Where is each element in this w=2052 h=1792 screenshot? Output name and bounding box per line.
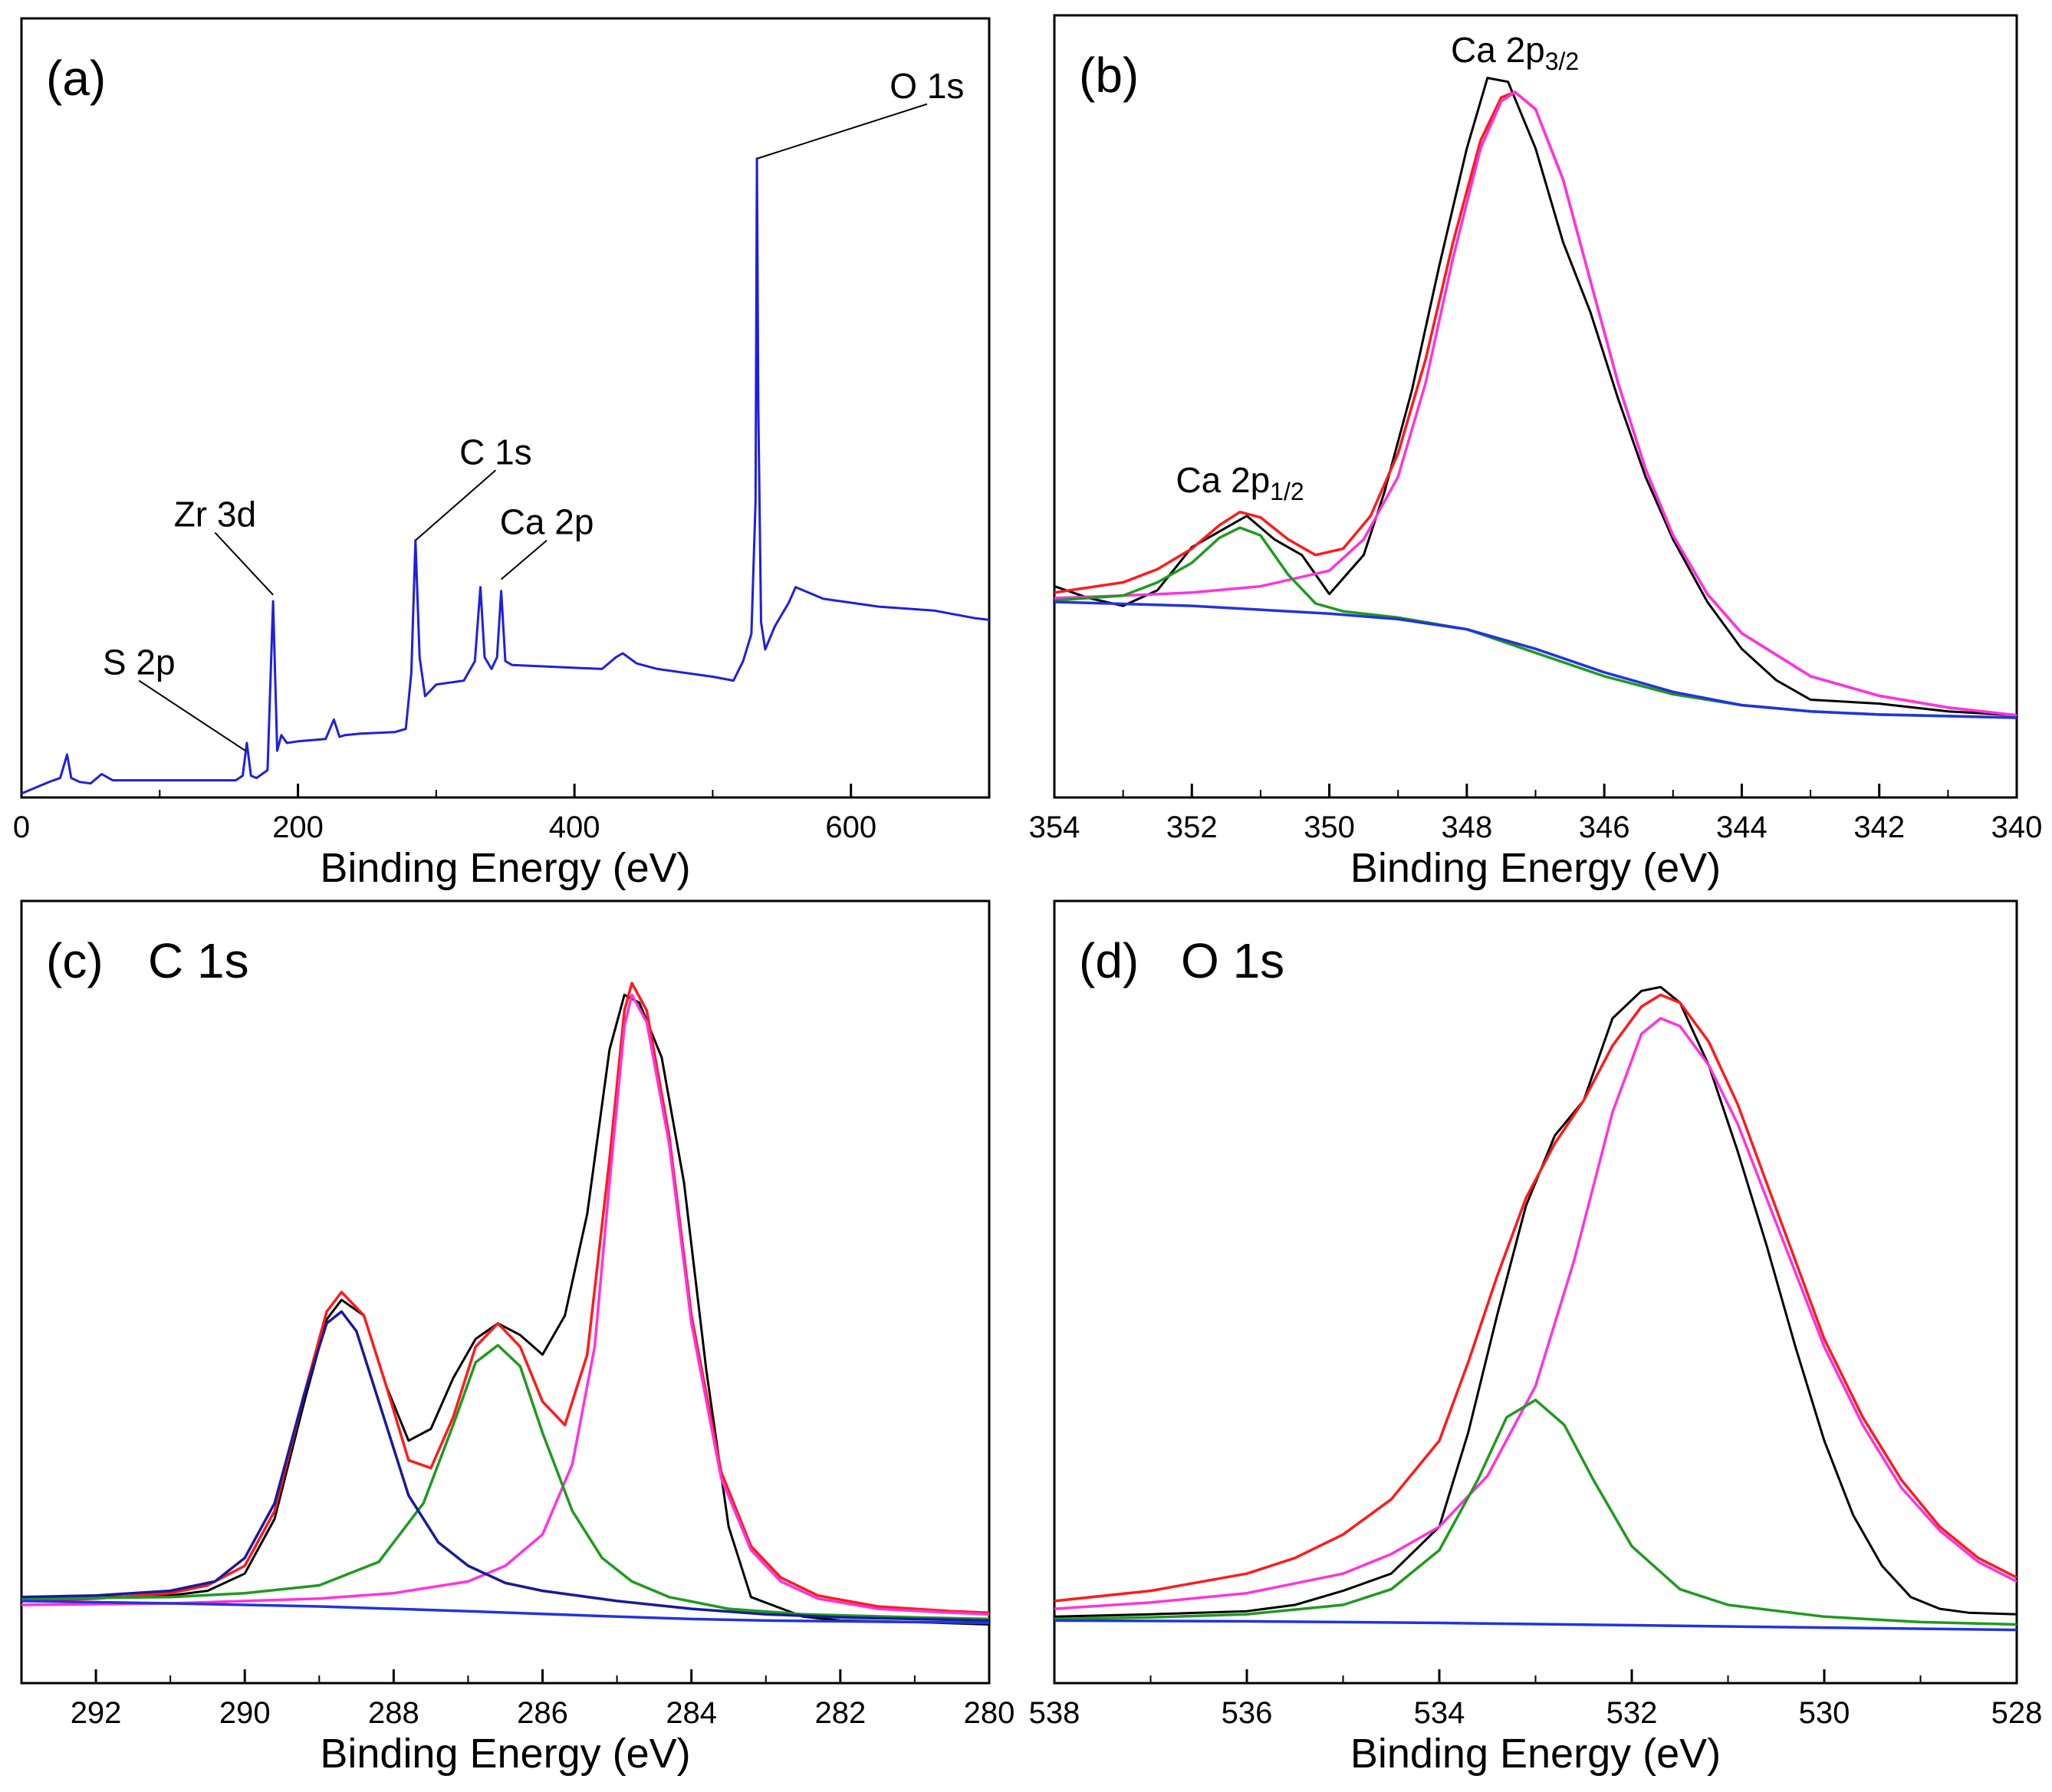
annotation-subscript: 1/2 [1270, 478, 1304, 505]
x-tick-label: 286 [517, 1696, 568, 1730]
peak-annotation: O 1s [890, 66, 964, 106]
x-axis-title: Binding Energy (eV) [1350, 1731, 1721, 1777]
panel-label: (c) [46, 933, 104, 988]
series-c-o [21, 1343, 990, 1621]
x-tick-label: 292 [71, 1696, 122, 1730]
x-tick-label: 348 [1441, 811, 1492, 844]
series-envelope [1054, 993, 2017, 1603]
series-raw [1054, 77, 2017, 717]
x-tick-label: 532 [1606, 1696, 1658, 1730]
series-background [1054, 600, 2017, 719]
x-tick-label: 290 [219, 1696, 271, 1730]
x-tick-label: 352 [1166, 811, 1218, 844]
x-tick-label: 538 [1029, 1696, 1080, 1730]
annotation-subscript: 3/2 [1545, 48, 1579, 75]
x-tick-label: 288 [368, 1696, 419, 1730]
panel-label: (b) [1079, 48, 1139, 103]
series-background [1054, 1619, 2017, 1632]
x-tick-label: 282 [814, 1696, 866, 1730]
panel-label: (a) [46, 51, 106, 106]
plot-frame [20, 899, 991, 1685]
panel-title: O 1s [1181, 933, 1284, 988]
x-tick-label: 344 [1716, 811, 1768, 844]
series-survey [21, 157, 990, 795]
x-tick-label: 342 [1853, 811, 1905, 844]
annotation-leader [756, 103, 928, 159]
annotation-leader [214, 531, 274, 596]
panel-a-survey: 0 200 400 600 Binding Energy (eV) (a) O 1s C 1s… [13, 17, 991, 891]
series-c-c [21, 993, 990, 1616]
panel-title: C 1s [148, 933, 249, 988]
x-tick-label: 354 [1029, 811, 1080, 844]
x-axis-title: Binding Energy (eV) [1350, 845, 1721, 891]
panel-b-ca2p: 354 352 350 348 346 344 342 340 Binding Energy (… [1029, 14, 2043, 891]
annotation-leader [138, 679, 246, 751]
x-tick-label: 528 [1991, 1696, 2043, 1730]
series-o-lattice [1054, 1017, 2017, 1610]
annotation-leader [500, 539, 548, 580]
x-axis-title: Binding Energy (eV) [320, 845, 690, 891]
panel-label: (d) [1079, 933, 1139, 988]
x-tick-label: 536 [1222, 1696, 1273, 1730]
peak-annotation: C 1s [459, 432, 532, 472]
x-tick-label: 400 [549, 811, 600, 844]
panel-c-c1s: 292 290 288 286 284 282 280 Binding Energy (eV)… [20, 899, 1015, 1777]
peak-annotation: S 2p [103, 643, 176, 682]
series-background [21, 1600, 990, 1625]
series-raw [1054, 985, 2017, 1618]
annotation-main: Ca 2p [1176, 460, 1270, 500]
peak-annotation: Zr 3d [174, 495, 256, 534]
series-ca-2p3-2 [1054, 90, 2017, 717]
peak-annotation: Ca 2p [500, 502, 594, 542]
peak-annotation: Ca 2p3/2 [1451, 30, 1579, 75]
x-tick-label: 350 [1304, 811, 1355, 844]
annotation-main: Ca 2p [1451, 30, 1545, 70]
panel-d-o1s: 538 536 534 532 530 528 Binding Energy (eV) (d)… [1029, 899, 2043, 1777]
x-tick-label: 534 [1414, 1696, 1465, 1730]
series-raw [21, 993, 990, 1626]
series-o-c-o [21, 1310, 990, 1623]
x-tick-label: 346 [1579, 811, 1630, 844]
annotation-leader [415, 469, 497, 541]
x-tick-label: 284 [666, 1696, 717, 1730]
x-axis-title: Binding Energy (eV) [320, 1731, 690, 1777]
x-tick-label: 0 [13, 811, 30, 844]
peak-annotation: Ca 2p1/2 [1176, 460, 1304, 505]
x-tick-label: 340 [1991, 811, 2043, 844]
plot-frame [20, 17, 991, 799]
series-o-adsorbed [1054, 1399, 2017, 1626]
x-tick-label: 200 [272, 811, 324, 844]
x-tick-label: 530 [1799, 1696, 1850, 1730]
x-tick-label: 280 [964, 1696, 1015, 1730]
x-tick-label: 600 [825, 811, 876, 844]
series-envelope [21, 981, 990, 1614]
